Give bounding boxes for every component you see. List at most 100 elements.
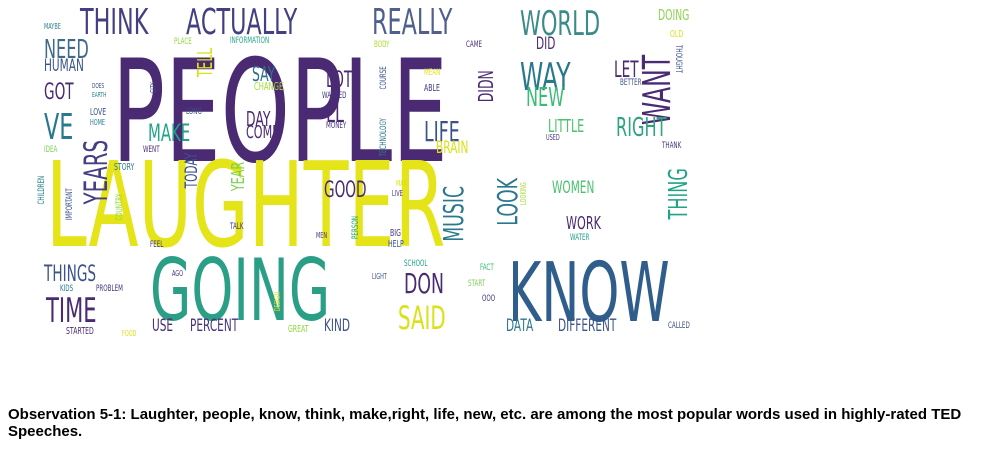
word-talk: TALK: [230, 222, 244, 232]
word-able: ABLE: [424, 83, 440, 94]
word-story: STORY: [114, 162, 135, 173]
word-men: MEN: [316, 231, 328, 240]
word-going: GOING: [150, 241, 331, 341]
word-old: OLD: [670, 29, 684, 40]
word-world: WORLD: [520, 4, 601, 44]
word-don: DON: [404, 267, 445, 300]
word-help: HELP: [388, 239, 404, 250]
word-school: SCHOOL: [404, 259, 428, 269]
word-life: LIFE: [424, 115, 460, 148]
word-know: KNOW: [508, 246, 670, 341]
word-come: COME: [246, 122, 280, 143]
word-need: NEED: [44, 35, 89, 65]
word-problem: PROBLEM: [96, 284, 123, 294]
word-brain: BRAIN: [436, 138, 469, 158]
word-things: THINGS: [44, 262, 97, 287]
word-kids: KIDS: [60, 284, 74, 294]
word-information: INFORMATION: [230, 36, 270, 46]
word-percent: PERCENT: [190, 316, 239, 336]
word-time: TIME: [46, 291, 97, 331]
word-work: WORK: [566, 213, 601, 234]
word-new: NEW: [526, 83, 565, 113]
word-music: MUSIC: [437, 185, 470, 242]
word-human: HUMAN: [44, 56, 84, 76]
word-didn: DIDN: [474, 70, 498, 103]
word-country: COUNTRY: [115, 193, 125, 221]
word-man: MAN: [396, 179, 408, 188]
word-way: WAY: [520, 55, 571, 99]
word-important: IMPORTANT: [65, 188, 75, 221]
word-mean: MEAN: [424, 68, 441, 78]
word-say: SAY: [252, 62, 276, 86]
word-earth: EARTH: [92, 91, 107, 99]
word-laughter: LAUGHTER: [46, 136, 446, 274]
word-maybe: MAYBE: [44, 22, 61, 31]
word-good: GOOD: [324, 178, 367, 203]
word-tell: TELL: [193, 47, 217, 78]
word-money: MONEY: [326, 121, 347, 131]
word-fact: FACT: [480, 263, 494, 273]
word-technology: TECHNOLOGY: [379, 118, 389, 157]
word-used: USED: [546, 133, 560, 142]
word-water: WATER: [570, 233, 590, 243]
word-use: USE: [152, 316, 174, 336]
word-make: MAKE: [148, 119, 191, 147]
word-years: YEARS: [77, 139, 115, 205]
word-called: CALLED: [668, 321, 690, 331]
word-better: BETTER: [620, 78, 642, 88]
word-ooo: OOO: [482, 294, 496, 304]
word-data: DATA: [506, 316, 534, 336]
word-think: THINK: [80, 2, 149, 43]
word-started: STARTED: [66, 326, 94, 337]
word-lot: LOT: [326, 68, 353, 93]
word-thank: THANK: [662, 141, 682, 151]
word-idea: IDEA: [44, 145, 58, 155]
word-food: FOOD: [122, 329, 137, 338]
word-looking: LOOKING: [519, 182, 528, 205]
word-right: RIGHT: [616, 113, 667, 143]
word-city: CITY: [149, 82, 158, 94]
word-change: CHANGE: [254, 80, 284, 93]
word-doing: DOING: [658, 6, 690, 24]
word-big: BIG: [390, 228, 401, 239]
word-got: GOT: [44, 80, 74, 105]
word-people: PEOPLE: [112, 30, 448, 195]
word-year: YEAR: [228, 161, 249, 192]
word-feel: FEEL: [150, 240, 164, 250]
word-children: CHILDREN: [37, 175, 47, 205]
word-design: DESIGN: [273, 292, 282, 312]
word-today: TODAY: [182, 152, 202, 189]
word-place: PLACE: [174, 37, 192, 47]
word-did: DID: [536, 34, 556, 54]
word-body: BODY: [374, 40, 390, 50]
caption: Observation 5-1: Laughter, people, know,…: [8, 406, 962, 440]
word-went: WENT: [143, 145, 160, 155]
word-great: GREAT: [288, 324, 309, 335]
word-live: LIVE: [392, 189, 403, 198]
word-came: CAME: [466, 40, 483, 50]
word-really: REALLY: [372, 2, 453, 43]
word-look: LOOK: [491, 177, 524, 226]
word-wanted: WANTED: [322, 91, 347, 101]
word-ve: VE: [44, 107, 74, 148]
word-women: WOMEN: [552, 178, 595, 198]
word-ago: AGO: [172, 269, 184, 278]
word-love: LOVE: [90, 107, 107, 118]
word-let: LET: [614, 58, 639, 83]
word-little: LITTLE: [548, 116, 585, 137]
word-cloud: PEOPLE LAUGHTER GOING KNOW THINK ACTUALLY REAL…: [37, 2, 694, 341]
word-day: DAY: [246, 107, 271, 131]
word-long: LONG: [186, 107, 202, 117]
word-start: START: [468, 279, 486, 289]
word-light: LIGHT: [372, 272, 387, 281]
word-different: DIFFERENT: [558, 316, 617, 336]
word-home: HOME: [90, 118, 106, 127]
word-said: SAID: [398, 299, 446, 337]
word-does: DOES: [92, 82, 105, 90]
word-thing: THING: [664, 168, 694, 220]
word-course: COURSE: [379, 66, 389, 90]
word-actually: ACTUALLY: [186, 2, 298, 43]
word-person: PERSON: [351, 216, 361, 239]
word-kind: KIND: [324, 316, 351, 336]
word-ll: LL: [326, 99, 344, 129]
